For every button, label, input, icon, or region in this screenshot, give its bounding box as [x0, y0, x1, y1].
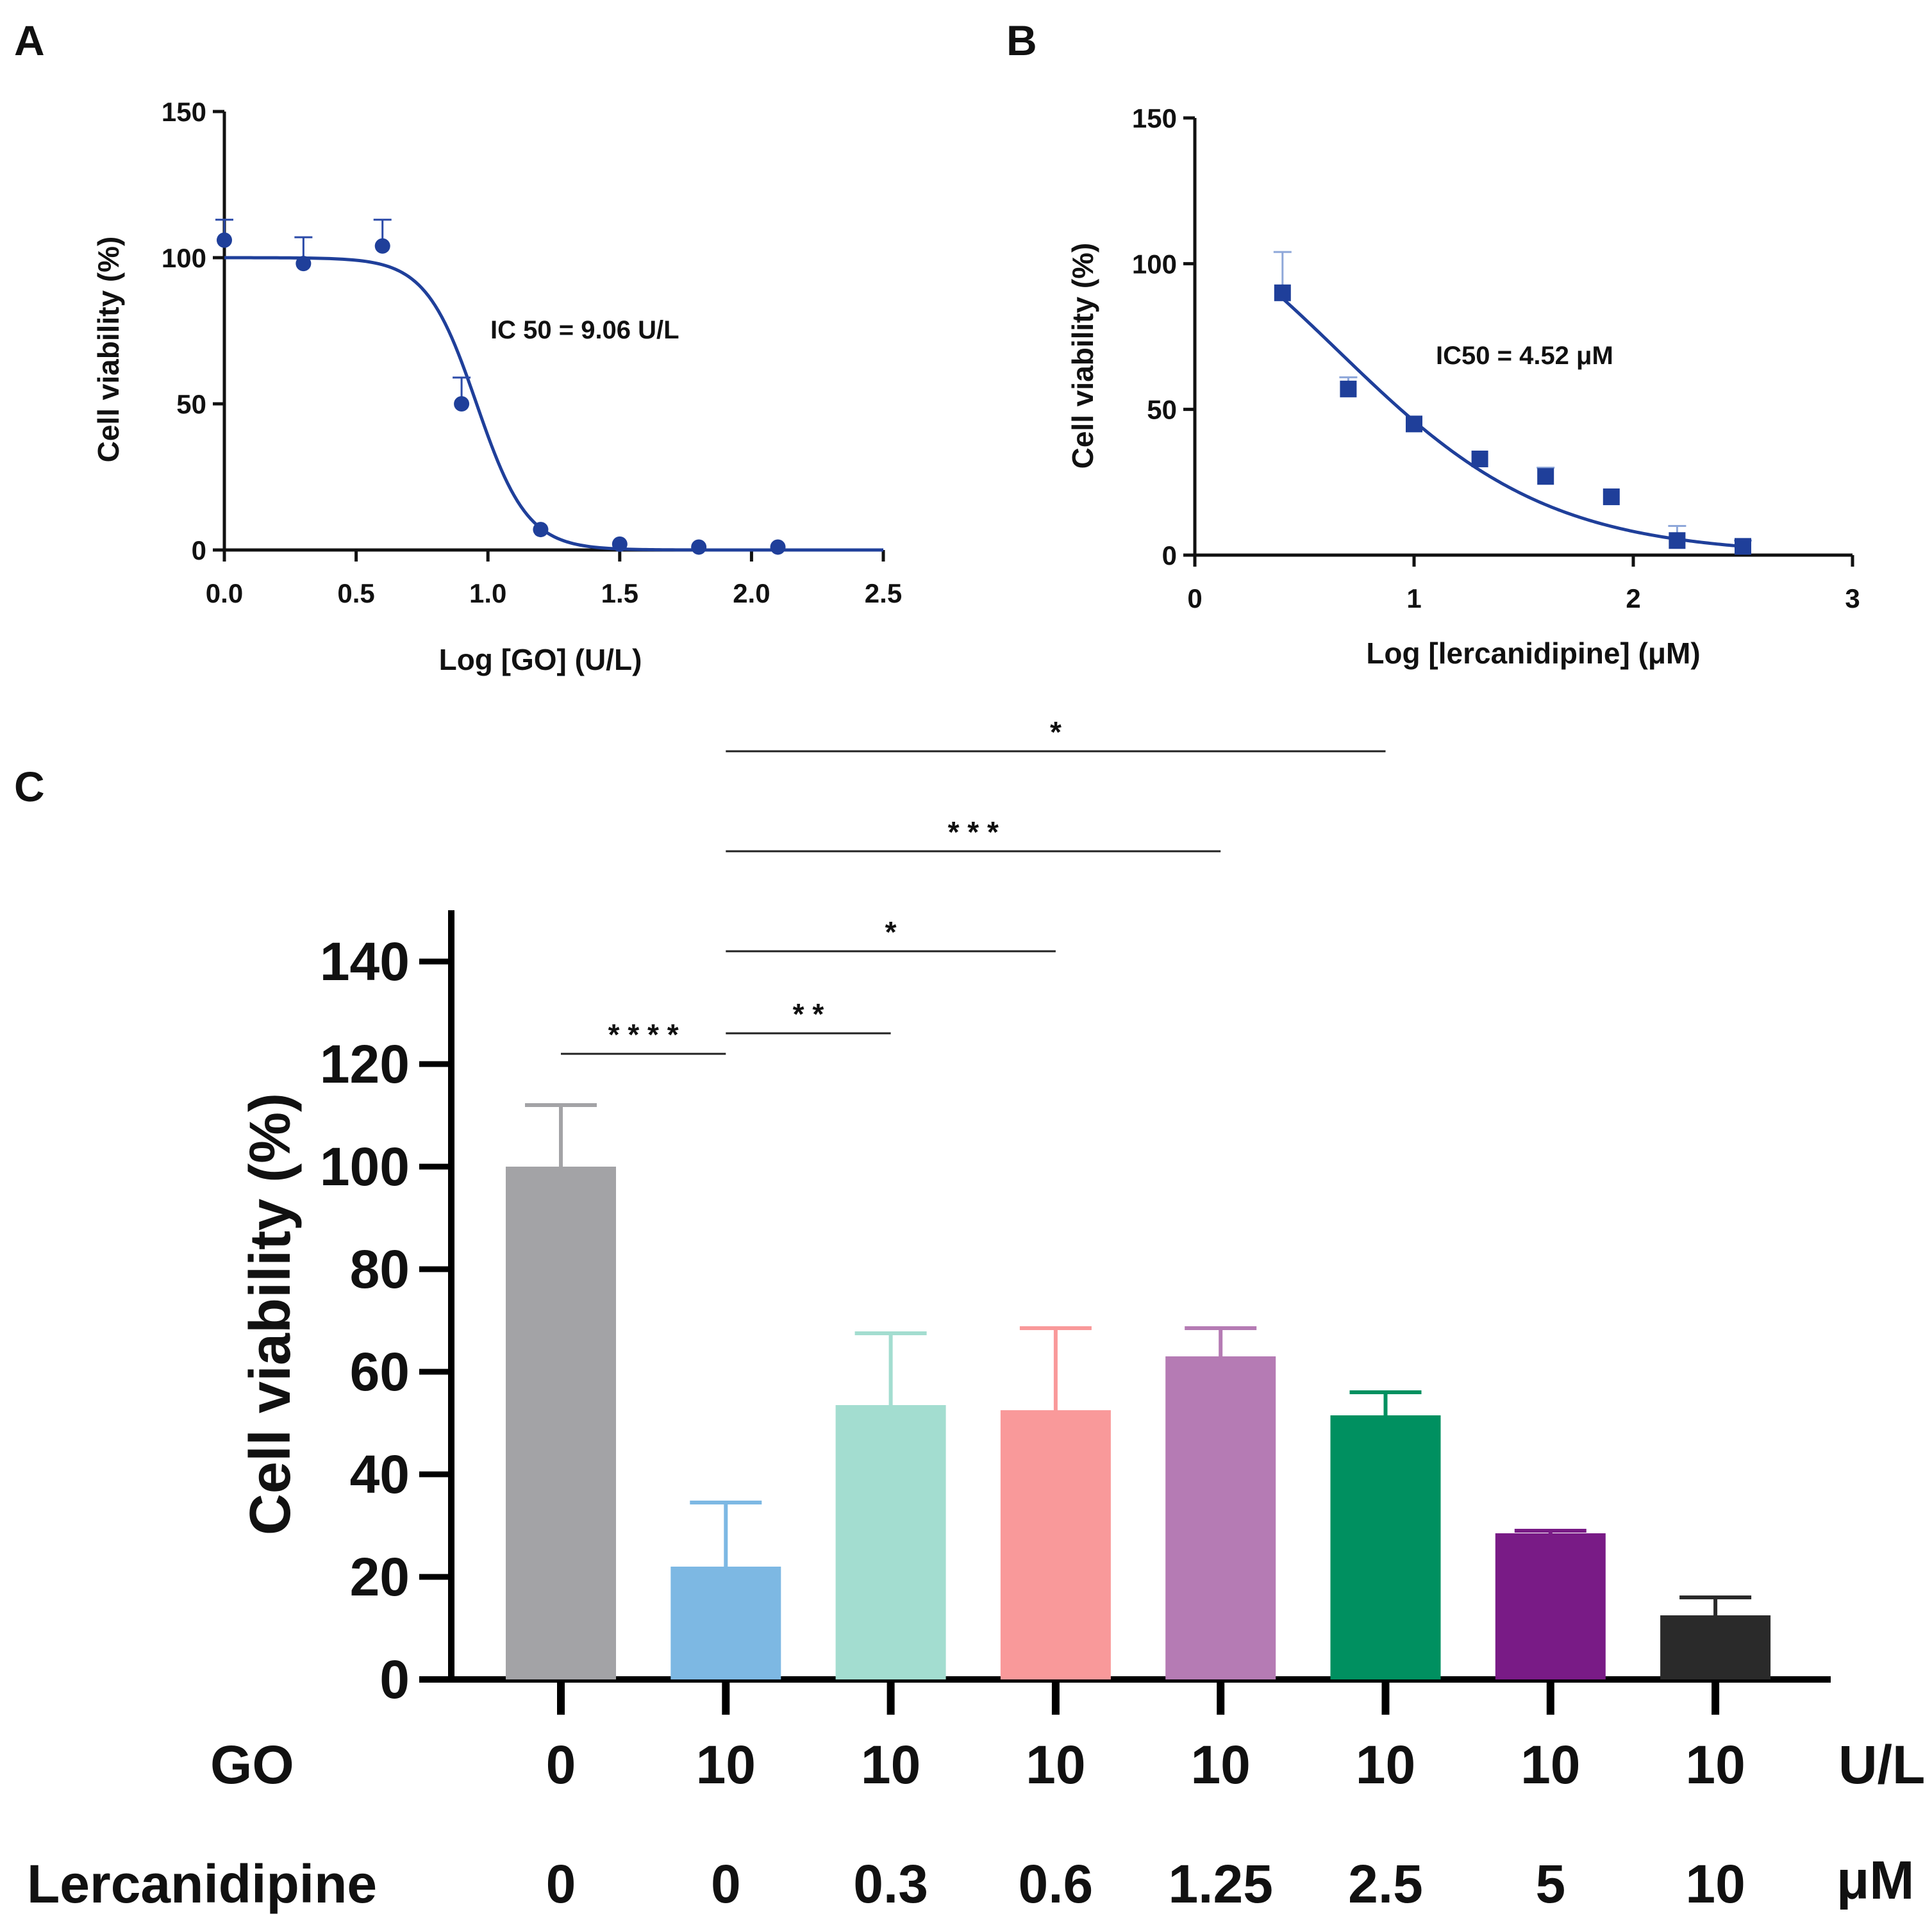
panel-a-ticks: 0 50 100 150 0.0 0.5 1.0 1.5 2.0 2.5 — [162, 97, 902, 608]
group-label: 10 — [1356, 1735, 1415, 1795]
bar — [1660, 1615, 1771, 1679]
data-point — [1669, 532, 1686, 549]
panel-a-y-axis-label: Cell viability (%) — [92, 237, 125, 463]
bar — [670, 1567, 781, 1679]
data-point — [374, 238, 390, 254]
data-point — [1340, 380, 1357, 397]
y-tick-label: 120 — [320, 1034, 410, 1094]
bar — [835, 1405, 946, 1679]
data-point — [454, 396, 470, 412]
group-label: 10 — [1685, 1854, 1745, 1914]
y-tick-label: 150 — [162, 97, 206, 127]
group-label: 0.3 — [853, 1854, 928, 1914]
group-label: 0.6 — [1019, 1854, 1094, 1914]
panel-a-ic50-annotation: IC 50 = 9.06 U/L — [490, 316, 679, 344]
y-tick-label: 100 — [1132, 249, 1177, 279]
panel-c-letter: C — [14, 763, 45, 810]
y-tick-label: 60 — [350, 1342, 410, 1402]
group-label: 2.5 — [1348, 1854, 1423, 1914]
x-tick-label: 1.5 — [601, 578, 638, 608]
fit-curve — [1281, 297, 1744, 548]
group-label: 10 — [1190, 1735, 1250, 1795]
significance-label: * — [1050, 715, 1062, 749]
panel-b-x-axis-label: Log [lercanidipine] (μM) — [1366, 637, 1700, 670]
y-tick-label: 50 — [176, 389, 206, 419]
data-point — [691, 539, 707, 555]
y-tick-label: 0 — [1162, 540, 1177, 570]
y-tick-label: 150 — [1132, 103, 1177, 133]
group-label: 0 — [546, 1735, 576, 1795]
x-tick-label: 1.0 — [469, 578, 506, 608]
panel-a: A 0 50 100 150 0.0 0.5 1.0 1.5 2.0 2.5 Log [GO] (… — [14, 17, 902, 676]
panel-c-y-axis-label: Cell viability (%) — [238, 1093, 303, 1535]
panel-c-group-rows: GO U/L Lercanidipine μM 0 10 10 10 10 10 10 10 0… — [27, 1735, 1925, 1914]
panel-b-ticks: 0 50 100 150 0 1 2 3 — [1132, 103, 1860, 613]
y-tick-label: 140 — [320, 931, 410, 992]
data-point — [533, 522, 549, 538]
group-label: 1.25 — [1168, 1854, 1273, 1914]
panel-a-letter: A — [14, 17, 45, 64]
panel-b-plot — [1193, 118, 1853, 557]
row-lercanidipine-name: Lercanidipine — [27, 1854, 377, 1914]
y-tick-label: 100 — [320, 1137, 410, 1197]
significance-label: * — [885, 915, 897, 949]
group-label: 10 — [1026, 1735, 1085, 1795]
panel-a-x-axis-label: Log [GO] (U/L) — [439, 643, 642, 676]
row-go-unit: U/L — [1838, 1735, 1925, 1795]
data-point — [1603, 488, 1620, 506]
panel-c-ticks: 0 20 40 60 80 100 120 140 — [320, 931, 1720, 1715]
x-tick-label: 1 — [1406, 583, 1421, 613]
panel-b: B 0 50 100 150 0 1 2 3 Log [lercanidipine] (μM)… — [1006, 17, 1860, 670]
x-tick-label: 0.0 — [206, 578, 243, 608]
y-tick-label: 50 — [1147, 395, 1177, 425]
panel-b-letter: B — [1006, 17, 1037, 64]
bar — [1330, 1415, 1441, 1679]
x-tick-label: 0 — [1187, 583, 1202, 613]
data-point — [1735, 538, 1751, 555]
y-tick-label: 100 — [162, 243, 206, 273]
row-go-name: GO — [210, 1735, 294, 1795]
significance-label: * * * — [948, 815, 999, 849]
group-label: 10 — [1685, 1735, 1745, 1795]
panel-c-significance: * * * * * * * * * * * — [561, 715, 1386, 1055]
y-tick-label: 0 — [192, 535, 206, 565]
x-tick-label: 3 — [1845, 583, 1860, 613]
group-label: 10 — [861, 1735, 920, 1795]
x-tick-label: 2 — [1626, 583, 1640, 613]
bar — [1000, 1410, 1111, 1679]
bar — [506, 1167, 616, 1679]
y-tick-label: 80 — [350, 1239, 410, 1299]
y-tick-label: 40 — [350, 1444, 410, 1504]
bar — [1165, 1356, 1276, 1679]
data-point — [1406, 415, 1422, 433]
significance-label: * * — [793, 997, 824, 1031]
data-point — [1274, 284, 1291, 301]
data-point — [296, 256, 312, 272]
panel-a-plot — [215, 112, 883, 555]
data-point — [1537, 468, 1554, 485]
panel-b-ic50-annotation: IC50 = 4.52 μM — [1436, 342, 1613, 370]
panel-c-plot — [419, 910, 1831, 1683]
x-tick-label: 2.5 — [865, 578, 902, 608]
panel-b-y-axis-label: Cell viability (%) — [1066, 243, 1099, 469]
y-tick-label: 20 — [350, 1547, 410, 1607]
data-point — [1471, 450, 1488, 467]
x-tick-label: 2.0 — [733, 578, 770, 608]
group-label: 0 — [546, 1854, 576, 1914]
group-label: 10 — [696, 1735, 756, 1795]
data-point — [770, 539, 786, 555]
y-tick-label: 0 — [379, 1649, 410, 1710]
data-point — [612, 536, 628, 552]
significance-label: * * * * — [608, 1018, 679, 1051]
group-label: 5 — [1535, 1854, 1565, 1914]
group-label: 0 — [711, 1854, 741, 1914]
row-lercanidipine-unit: μM — [1836, 1850, 1914, 1910]
data-point — [217, 232, 232, 248]
bar — [1495, 1533, 1606, 1679]
group-label: 10 — [1520, 1735, 1580, 1795]
x-tick-label: 0.5 — [337, 578, 374, 608]
